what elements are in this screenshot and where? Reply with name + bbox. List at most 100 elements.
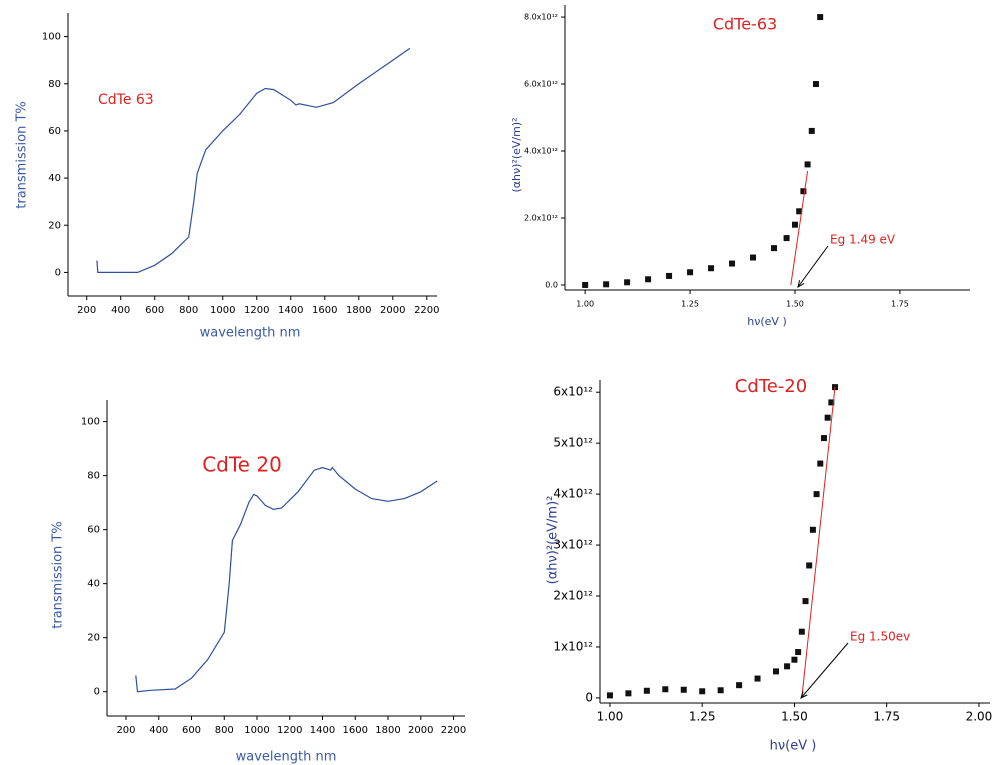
x-axis-label: hν(eV ): [770, 739, 817, 754]
fit-line: [801, 387, 836, 698]
x-tick-label: 400: [111, 305, 130, 316]
x-tick-label: 1200: [244, 305, 269, 316]
data-point: [729, 260, 736, 267]
data-point: [800, 188, 807, 195]
data-point: [812, 81, 819, 88]
y-tick-label: 1x10¹²: [553, 639, 593, 653]
x-tick-label: 600: [182, 725, 201, 736]
x-tick-label: 1400: [310, 725, 335, 736]
y-tick-label: 80: [48, 79, 61, 90]
x-tick-label: 1.50: [781, 710, 808, 724]
data-point: [772, 668, 779, 675]
data-point: [824, 414, 831, 421]
y-tick-label: 40: [48, 173, 61, 184]
x-tick-label: 400: [149, 725, 168, 736]
x-tick-label: 200: [77, 305, 96, 316]
arrow-head: [797, 280, 805, 289]
y-tick-label: 4x10¹²: [553, 487, 593, 501]
y-tick-label: 0: [585, 690, 593, 704]
x-tick-label: 2000: [408, 725, 433, 736]
data-point: [699, 688, 706, 695]
y-tick-label: 20: [48, 220, 61, 231]
x-tick-label: 200: [116, 725, 135, 736]
arrow-head: [800, 691, 808, 699]
x-tick-label: 1.00: [576, 300, 594, 309]
x-axis-label: wavelength nm: [236, 750, 337, 765]
data-point: [820, 435, 827, 442]
y-tick-label: 0.0: [545, 280, 558, 289]
data-point: [798, 628, 805, 635]
data-point: [791, 221, 798, 228]
x-tick-label: 1000: [210, 305, 235, 316]
x-tick-label: 1600: [343, 725, 368, 736]
data-point: [802, 598, 809, 605]
data-point: [817, 14, 824, 21]
data-point: [582, 281, 589, 288]
data-point: [813, 491, 820, 498]
annotation-arrow: [797, 245, 829, 288]
y-tick-label: 100: [42, 32, 61, 43]
data-point: [717, 687, 724, 694]
chart-title: CdTe-20: [735, 376, 807, 397]
y-axis-label: transmission T%: [51, 521, 66, 628]
data-point: [666, 272, 673, 279]
data-point: [606, 692, 613, 699]
x-tick-label: 1.75: [891, 300, 909, 309]
data-point: [680, 686, 687, 693]
y-tick-label: 4.0x10¹²: [524, 147, 558, 156]
y-tick-label: 8.0x10¹²: [524, 13, 558, 22]
data-point: [754, 675, 761, 682]
y-axis-label: (αhν)²(eV/m)²: [546, 496, 561, 585]
x-tick-label: 2200: [414, 305, 439, 316]
data-point: [791, 656, 798, 663]
y-tick-label: 0: [55, 267, 61, 278]
data-point: [795, 649, 802, 656]
data-point: [817, 460, 824, 467]
x-tick-label: 1.75: [873, 710, 900, 724]
y-tick-label: 80: [87, 471, 100, 482]
x-tick-label: 1800: [375, 725, 400, 736]
data-point: [662, 686, 669, 693]
data-point: [643, 687, 650, 694]
data-point: [828, 399, 835, 406]
x-tick-label: 800: [179, 305, 198, 316]
data-point: [771, 245, 778, 252]
annotation-arrow: [800, 642, 849, 699]
data-point: [783, 235, 790, 242]
annotation: Eg 1.50ev: [850, 630, 910, 644]
x-axis-label: wavelength nm: [200, 326, 301, 341]
x-tick-label: 1800: [346, 305, 371, 316]
data-point: [784, 663, 791, 670]
data-point: [804, 161, 811, 168]
data-point: [809, 526, 816, 533]
x-tick-label: 1200: [277, 725, 302, 736]
x-tick-label: 1.00: [597, 710, 624, 724]
x-tick-label: 800: [215, 725, 234, 736]
x-tick-label: 1400: [278, 305, 303, 316]
chart-title: CdTe-63: [713, 15, 777, 34]
y-axis-label: transmission T%: [15, 101, 30, 208]
data-point: [625, 690, 632, 697]
x-tick-label: 2.00: [966, 710, 993, 724]
data-point: [736, 682, 743, 689]
y-tick-label: 2.0x10¹²: [524, 213, 558, 222]
y-tick-label: 2x10¹²: [553, 589, 593, 603]
y-tick-label: 5x10¹²: [553, 436, 593, 450]
y-tick-label: 3x10¹²: [553, 538, 593, 552]
y-axis-label: (αhν)²(eV/m)²: [510, 117, 523, 192]
y-tick-label: 0: [94, 687, 100, 698]
chart-title: CdTe 20: [202, 453, 282, 477]
data-point: [796, 208, 803, 215]
data-point: [808, 127, 815, 134]
x-axis-label: hν(eV ): [747, 315, 787, 328]
x-tick-label: 1.25: [681, 300, 699, 309]
x-tick-label: 2000: [380, 305, 405, 316]
y-tick-label: 6.0x10¹²: [524, 80, 558, 89]
data-point: [687, 269, 694, 276]
y-tick-label: 20: [87, 633, 100, 644]
fit-line: [790, 171, 809, 286]
x-tick-label: 2200: [441, 725, 466, 736]
data-line: [96, 47, 411, 273]
x-tick-label: 1600: [312, 305, 337, 316]
